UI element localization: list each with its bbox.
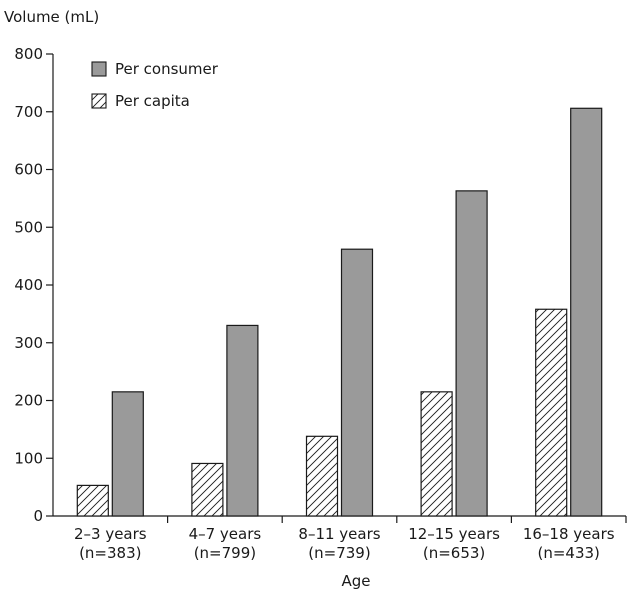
x-tick-sample-size: (n=383): [79, 544, 141, 562]
x-tick-label: 8–11 years: [298, 525, 380, 543]
x-tick-labels: 2–3 years(n=383) 4–7 years(n=799) 8–11 yea…: [74, 516, 627, 562]
y-tick-label: 700: [14, 103, 43, 121]
y-ticks: 0 100 200 300 400 500 600 700 800: [14, 45, 53, 525]
x-tick-label: 16–18 years: [523, 525, 615, 543]
legend-label: Per consumer: [115, 60, 219, 78]
bar-per-consumer: [455, 190, 488, 517]
x-tick-sample-size: (n=653): [423, 544, 485, 562]
legend-swatch: [91, 61, 107, 77]
y-tick-label: 200: [14, 392, 43, 410]
legend-swatch: [91, 93, 107, 109]
x-tick-sample-size: (n=433): [537, 544, 599, 562]
legend-label: Per capita: [115, 92, 190, 110]
bar-per-capita: [305, 435, 339, 517]
x-tick-label: 2–3 years: [74, 525, 147, 543]
x-tick-label: 12–15 years: [408, 525, 500, 543]
bar-per-consumer: [570, 107, 603, 517]
bar-per-consumer: [340, 248, 374, 517]
x-axis-title: Age: [341, 572, 370, 590]
legend: Per consumer Per capita: [91, 60, 219, 110]
x-tick-sample-size: (n=799): [194, 544, 256, 562]
y-tick-label: 600: [14, 161, 43, 179]
y-axis-title: Volume (mL): [4, 8, 99, 26]
x-tick-sample-size: (n=739): [308, 544, 370, 562]
bar-per-consumer: [226, 324, 259, 517]
y-tick-label: 0: [33, 507, 43, 525]
y-tick-label: 500: [14, 218, 43, 236]
bar-per-capita: [191, 462, 224, 517]
x-tick-label: 4–7 years: [189, 525, 262, 543]
y-tick-label: 800: [14, 45, 43, 63]
bar-per-consumer: [111, 391, 144, 517]
bar-per-capita: [420, 391, 453, 517]
bar-per-capita: [535, 308, 568, 517]
y-tick-label: 400: [14, 276, 43, 294]
y-tick-label: 100: [14, 449, 43, 467]
bars: [76, 107, 603, 517]
bar-per-capita: [76, 484, 109, 517]
y-tick-label: 300: [14, 334, 43, 352]
